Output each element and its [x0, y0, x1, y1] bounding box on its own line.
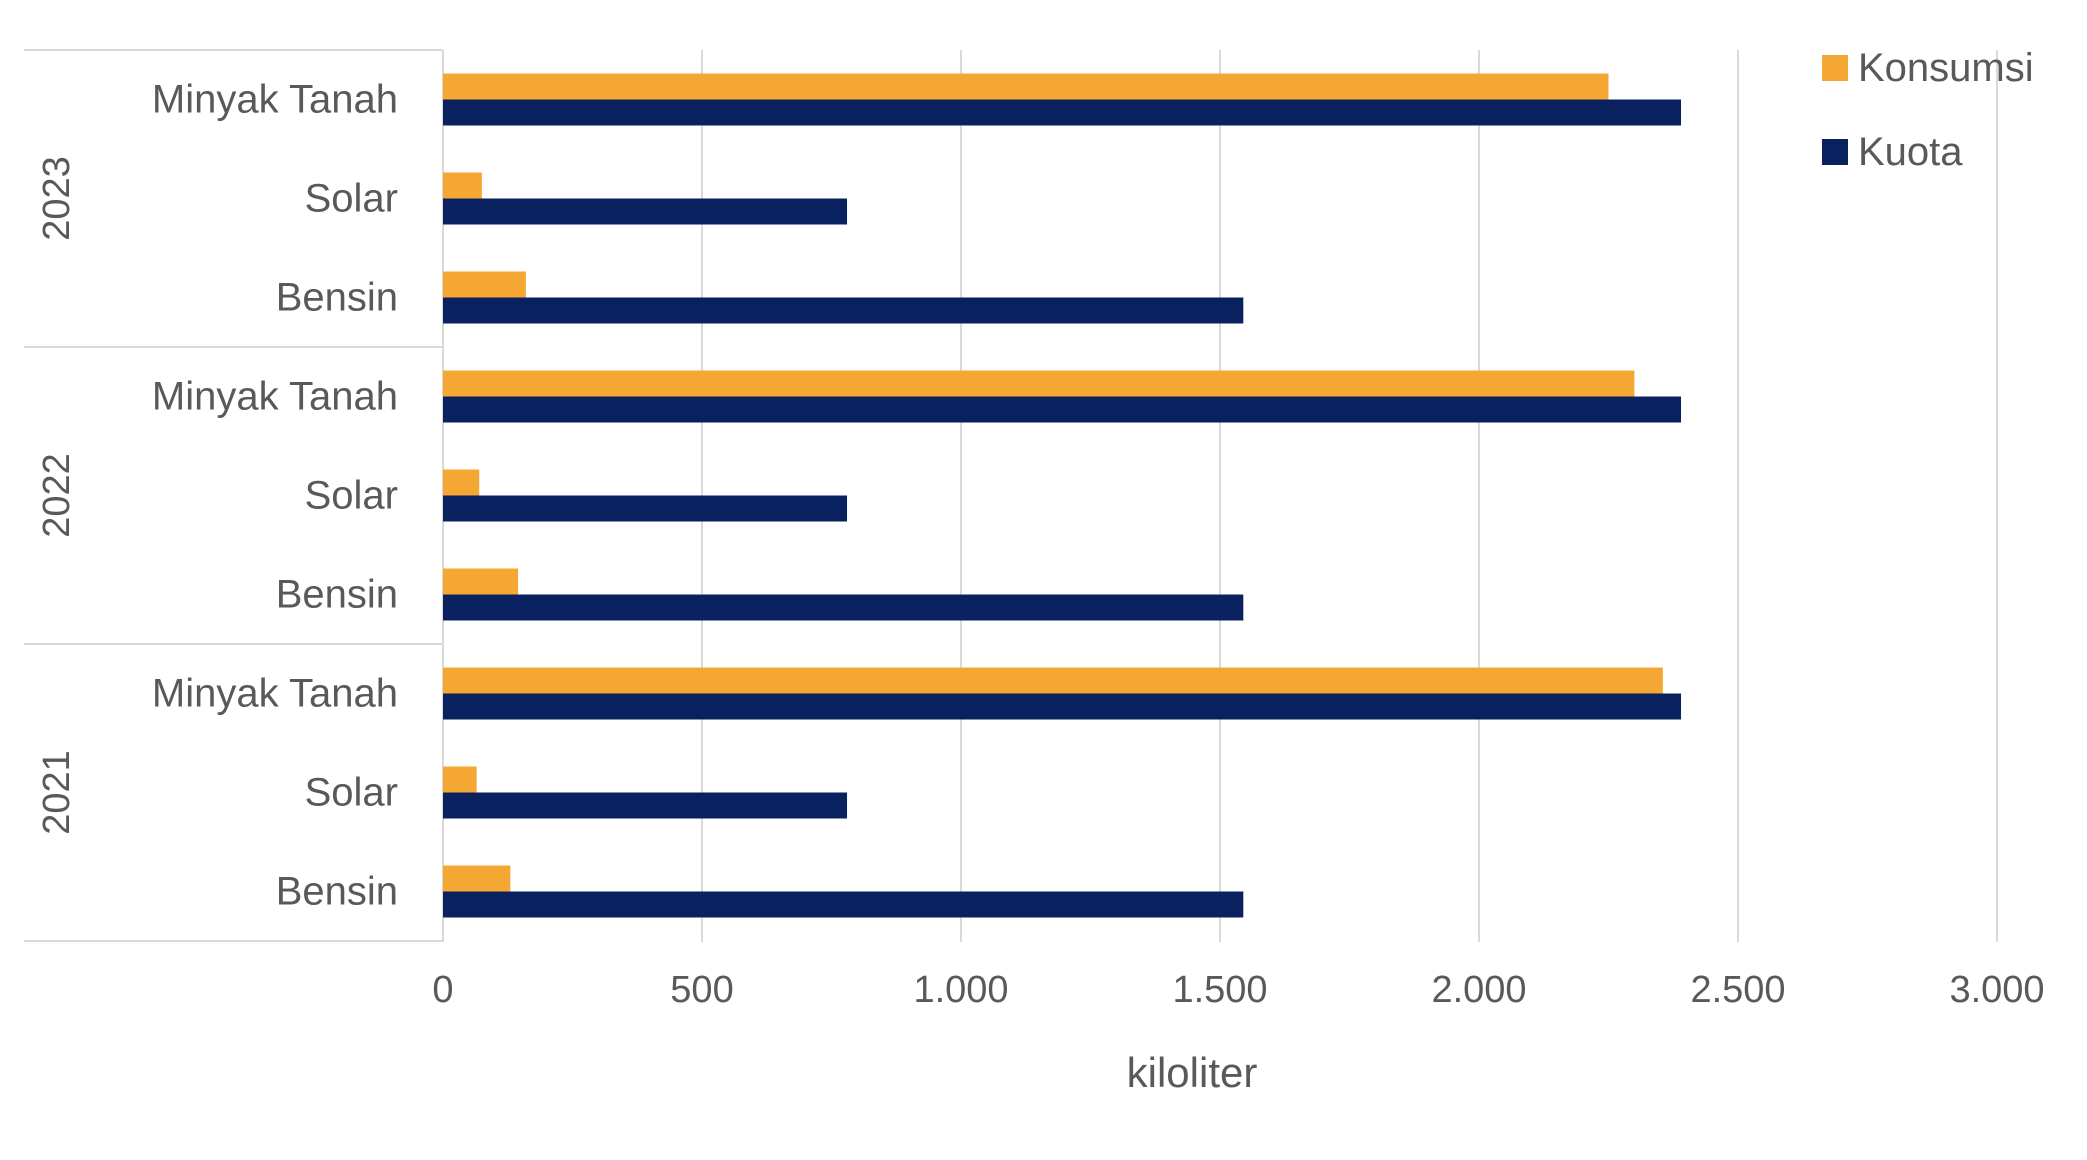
x-tick-label: 2.500: [1690, 969, 1785, 1011]
x-tick-label: 2.000: [1431, 969, 1526, 1011]
bar-konsumsi: [443, 370, 1635, 397]
category-label: Bensin: [276, 276, 398, 320]
x-tick-label: 500: [670, 969, 733, 1011]
bar-kuota: [443, 891, 1244, 918]
group-label: 2023: [36, 156, 78, 241]
legend-label: Konsumsi: [1858, 46, 2034, 90]
x-tick-label: 1.000: [913, 969, 1008, 1011]
bar-kuota: [443, 495, 848, 522]
group-label: 2022: [36, 453, 78, 538]
bar-kuota: [443, 693, 1682, 720]
bar-kuota: [443, 99, 1682, 126]
bar-konsumsi: [443, 271, 526, 298]
category-label: Solar: [305, 474, 398, 518]
bar-kuota: [443, 198, 848, 225]
x-tick-label: 3.000: [1949, 969, 2044, 1011]
bar-kuota: [443, 792, 848, 819]
x-axis-title: kiloliter: [1127, 1049, 1258, 1096]
x-tick-label: 1.500: [1172, 969, 1267, 1011]
category-label: Solar: [305, 771, 398, 815]
category-label: Minyak Tanah: [152, 375, 398, 419]
bar-konsumsi: [443, 469, 480, 496]
category-label: Solar: [305, 177, 398, 221]
category-label: Bensin: [276, 573, 398, 617]
bar-kuota: [443, 594, 1244, 621]
legend-label: Kuota: [1858, 130, 1963, 174]
bar-konsumsi: [443, 172, 482, 199]
bar-konsumsi: [443, 865, 511, 892]
bar-konsumsi: [443, 766, 477, 793]
group-label: 2021: [36, 750, 78, 835]
legend-swatch-konsumsi: [1822, 55, 1848, 81]
bar-konsumsi: [443, 73, 1609, 100]
bar-konsumsi: [443, 667, 1663, 694]
bar-kuota: [443, 396, 1682, 423]
x-tick-label: 0: [432, 969, 453, 1011]
category-label: Minyak Tanah: [152, 672, 398, 716]
bar-kuota: [443, 297, 1244, 324]
bar-konsumsi: [443, 568, 519, 595]
category-label: Minyak Tanah: [152, 78, 398, 122]
legend-swatch-kuota: [1822, 139, 1848, 165]
category-label: Bensin: [276, 870, 398, 914]
